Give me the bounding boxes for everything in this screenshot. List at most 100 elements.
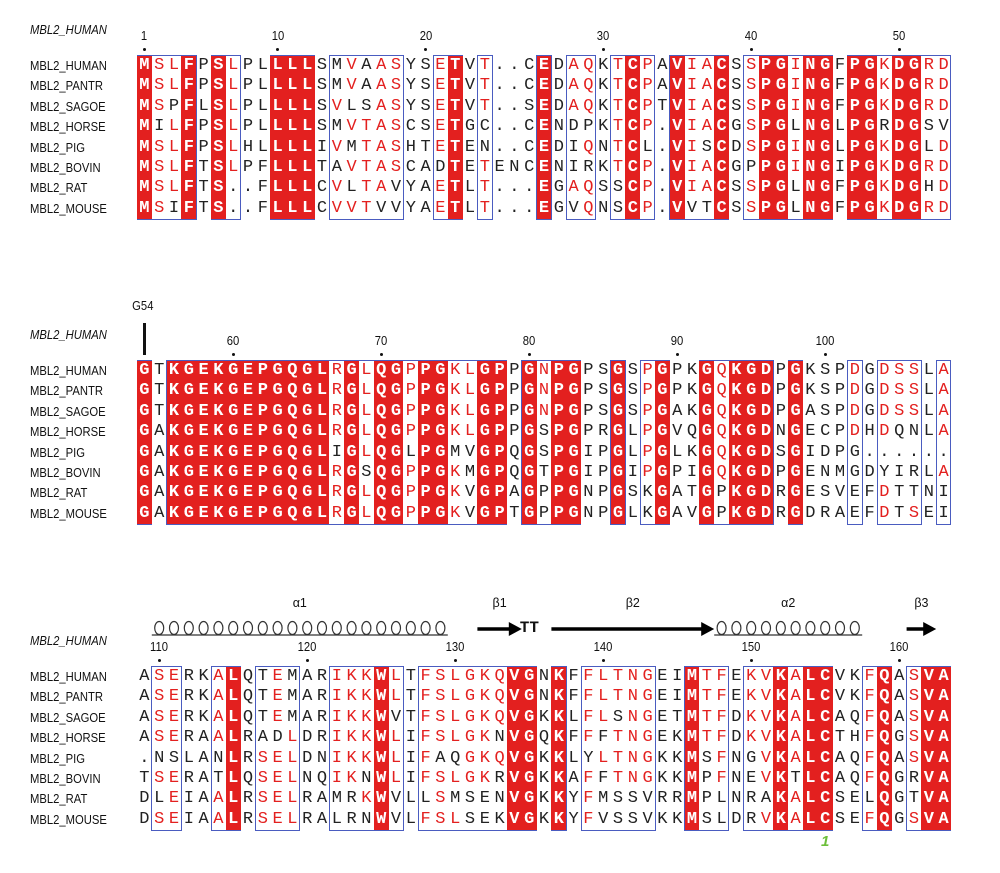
residue: G — [225, 442, 241, 463]
residue: L — [270, 117, 285, 138]
residue: Q — [373, 401, 389, 423]
helix-turn — [198, 620, 209, 636]
residue: V — [507, 748, 522, 769]
residue: F — [834, 198, 846, 218]
residue: F — [181, 198, 197, 220]
residue: A — [701, 158, 712, 177]
residue: R — [494, 769, 505, 788]
residue: K — [879, 158, 890, 177]
residue: G — [699, 361, 715, 382]
residue: S — [154, 687, 165, 707]
residue: L — [361, 422, 372, 442]
ruler-position-label: 160 — [889, 640, 909, 654]
residue: S — [612, 789, 624, 809]
gap: . — [879, 442, 890, 462]
residue: S — [627, 789, 638, 809]
residue: F — [834, 178, 846, 198]
residue: F — [420, 748, 431, 768]
residue: P — [418, 361, 433, 382]
ruler-tick-dot — [453, 659, 457, 662]
residue: L — [627, 503, 638, 523]
residue: F — [568, 687, 579, 707]
turn-label: TT — [519, 619, 539, 637]
residue: G — [433, 503, 448, 525]
residue: G — [642, 707, 653, 727]
residue: L — [568, 707, 579, 727]
residue: S — [775, 442, 786, 462]
sequence-name: MBL2_PANTR — [30, 384, 103, 399]
sequence-name: MBL2_HUMAN — [30, 364, 107, 378]
residue: G — [270, 401, 285, 423]
residue: S — [211, 158, 226, 179]
residue: Y — [405, 198, 416, 218]
residue: G — [817, 137, 833, 158]
residue: P — [847, 76, 863, 97]
residue: A — [834, 748, 846, 768]
residue: R — [346, 809, 357, 829]
residue: S — [420, 56, 431, 75]
residue: K — [773, 789, 789, 810]
residue: G — [864, 381, 875, 401]
residue: E — [536, 178, 552, 199]
residue: P — [405, 361, 416, 380]
residue: V — [390, 178, 402, 198]
residue: K — [361, 789, 372, 809]
residue: R — [331, 401, 342, 421]
residue: G — [642, 667, 653, 686]
residue: G — [521, 422, 537, 443]
residue: G — [817, 117, 833, 138]
residue: P — [405, 422, 416, 442]
residue: Q — [716, 381, 727, 401]
residue: A — [316, 789, 328, 809]
residue: G — [817, 158, 833, 179]
residue: G — [655, 361, 670, 382]
residue: D — [938, 178, 949, 198]
residue: A — [198, 789, 209, 809]
residue: Y — [405, 56, 416, 75]
residue: G — [743, 422, 759, 443]
helix-turn — [376, 620, 387, 636]
residue: D — [758, 422, 774, 443]
residue: V — [672, 422, 683, 442]
residue: V — [390, 198, 402, 218]
residue: K — [361, 748, 372, 768]
residue: T — [447, 178, 463, 199]
residue: V — [921, 769, 937, 790]
residue: L — [450, 809, 461, 829]
sequence-name: MBL2_PANTR — [30, 690, 103, 705]
residue: V — [390, 809, 402, 829]
residue: N — [923, 483, 934, 503]
residue: I — [331, 667, 342, 686]
residue: K — [598, 56, 609, 75]
residue: S — [908, 728, 920, 748]
residue: Q — [242, 667, 254, 686]
residue: G — [862, 137, 877, 158]
residue: S — [908, 401, 920, 421]
residue: G — [743, 463, 759, 484]
residue: L — [257, 117, 268, 137]
residue: E — [240, 503, 256, 525]
residue: G — [181, 442, 197, 463]
residue: F — [598, 728, 609, 748]
ruler-position-label: 1 — [141, 29, 148, 43]
residue: L — [642, 137, 653, 157]
residue: S — [731, 76, 742, 96]
residue: L — [923, 463, 934, 482]
residue: P — [642, 463, 653, 482]
residue: S — [627, 361, 638, 380]
residue: G — [433, 361, 448, 382]
residue: T — [447, 198, 463, 220]
residue: L — [716, 789, 727, 809]
residue: F — [834, 76, 846, 96]
residue: T — [612, 667, 624, 686]
residue: C — [625, 158, 641, 179]
residue: V — [938, 117, 949, 137]
residue: S — [464, 789, 476, 809]
residue: P — [583, 361, 594, 380]
residue: K — [729, 381, 744, 402]
residue: L — [464, 381, 476, 401]
residue: G — [642, 769, 653, 788]
residue: S — [701, 748, 712, 768]
residue: R — [316, 687, 328, 707]
residue: E — [657, 728, 668, 748]
